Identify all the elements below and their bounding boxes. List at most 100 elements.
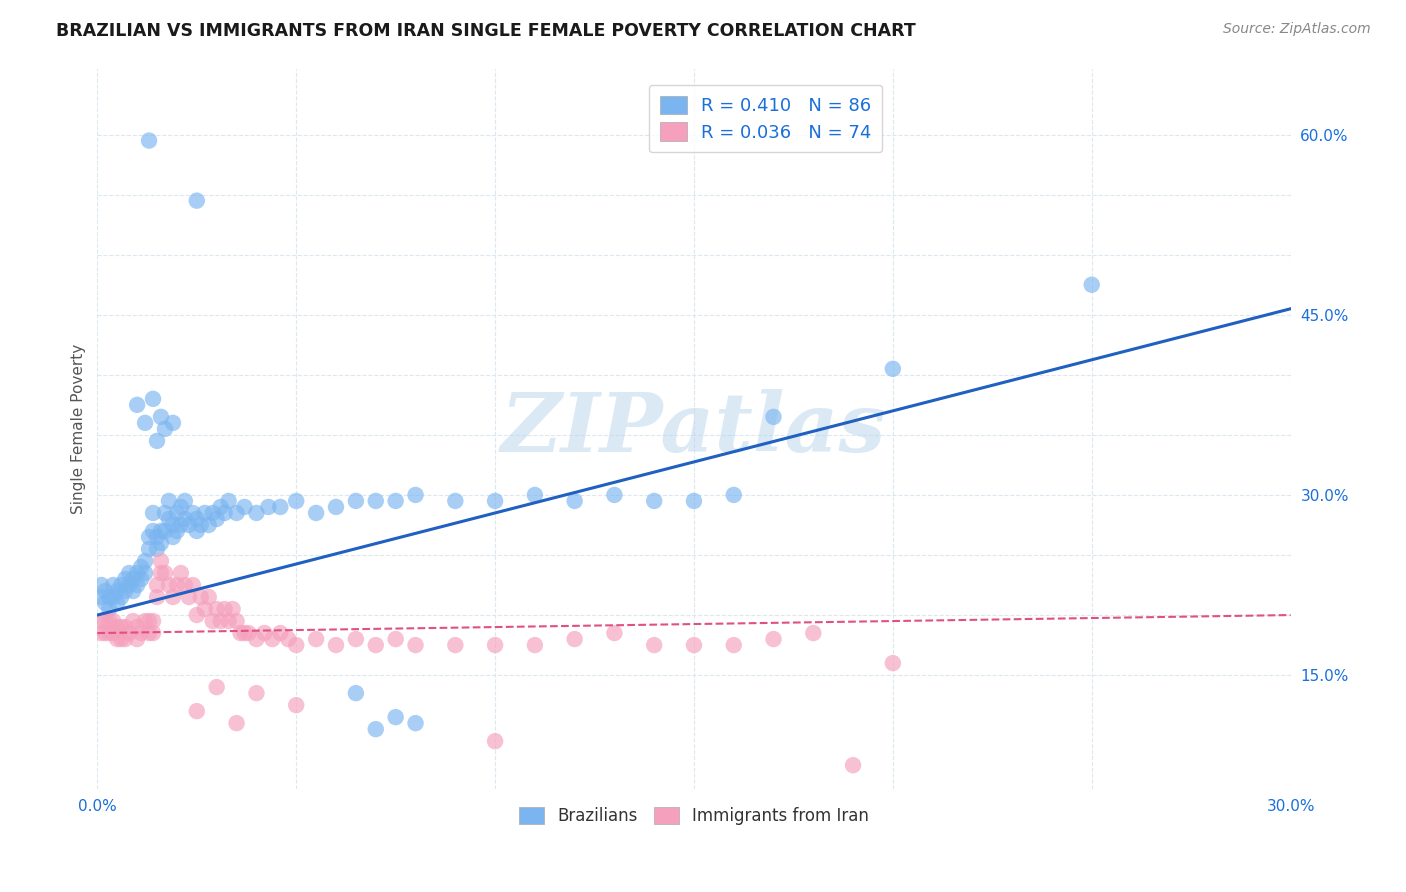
Point	[122, 572, 145, 586]
Point	[214, 602, 236, 616]
Point	[882, 656, 904, 670]
Point	[484, 734, 506, 748]
Point	[484, 638, 506, 652]
Point	[150, 536, 173, 550]
Point	[190, 518, 212, 533]
Point	[114, 632, 136, 646]
Point	[364, 722, 387, 736]
Point	[162, 416, 184, 430]
Point	[129, 572, 152, 586]
Point	[105, 584, 128, 599]
Point	[238, 626, 260, 640]
Point	[209, 500, 232, 514]
Point	[134, 614, 156, 628]
Point	[269, 500, 291, 514]
Point	[103, 590, 125, 604]
Point	[344, 686, 367, 700]
Point	[344, 494, 367, 508]
Legend: Brazilians, Immigrants from Iran: Brazilians, Immigrants from Iran	[509, 797, 879, 835]
Point	[186, 608, 208, 623]
Point	[127, 398, 149, 412]
Point	[225, 506, 247, 520]
Point	[723, 488, 745, 502]
Point	[150, 409, 173, 424]
Point	[114, 572, 136, 586]
Point	[305, 506, 328, 520]
Point	[142, 392, 165, 406]
Point	[98, 614, 121, 628]
Point	[94, 596, 117, 610]
Point	[643, 638, 665, 652]
Point	[233, 626, 256, 640]
Point	[170, 500, 193, 514]
Point	[683, 494, 706, 508]
Point	[94, 584, 117, 599]
Point	[564, 632, 586, 646]
Point	[114, 584, 136, 599]
Point	[105, 632, 128, 646]
Point	[110, 632, 132, 646]
Point	[142, 506, 165, 520]
Point	[209, 614, 232, 628]
Point	[173, 512, 195, 526]
Point	[233, 500, 256, 514]
Point	[105, 620, 128, 634]
Point	[285, 698, 308, 713]
Point	[384, 494, 406, 508]
Point	[162, 518, 184, 533]
Point	[564, 494, 586, 508]
Point	[285, 638, 308, 652]
Point	[166, 524, 188, 538]
Point	[603, 488, 626, 502]
Point	[150, 554, 173, 568]
Point	[197, 518, 219, 533]
Point	[110, 590, 132, 604]
Point	[103, 578, 125, 592]
Point	[127, 578, 149, 592]
Point	[190, 590, 212, 604]
Point	[162, 530, 184, 544]
Point	[177, 590, 200, 604]
Point	[384, 632, 406, 646]
Point	[110, 620, 132, 634]
Point	[405, 488, 427, 502]
Point	[166, 506, 188, 520]
Point	[484, 494, 506, 508]
Point	[94, 614, 117, 628]
Point	[205, 602, 228, 616]
Point	[157, 512, 180, 526]
Point	[186, 524, 208, 538]
Point	[166, 578, 188, 592]
Point	[157, 494, 180, 508]
Point	[173, 578, 195, 592]
Text: Source: ZipAtlas.com: Source: ZipAtlas.com	[1223, 22, 1371, 37]
Y-axis label: Single Female Poverty: Single Female Poverty	[72, 343, 86, 514]
Point	[122, 584, 145, 599]
Text: BRAZILIAN VS IMMIGRANTS FROM IRAN SINGLE FEMALE POVERTY CORRELATION CHART: BRAZILIAN VS IMMIGRANTS FROM IRAN SINGLE…	[56, 22, 915, 40]
Point	[98, 626, 121, 640]
Point	[129, 560, 152, 574]
Point	[118, 626, 141, 640]
Point	[181, 578, 204, 592]
Point	[150, 524, 173, 538]
Point	[384, 710, 406, 724]
Point	[110, 578, 132, 592]
Point	[153, 524, 176, 538]
Point	[90, 626, 112, 640]
Point	[134, 554, 156, 568]
Point	[90, 614, 112, 628]
Point	[142, 524, 165, 538]
Point	[170, 566, 193, 580]
Point	[194, 602, 217, 616]
Point	[138, 541, 160, 556]
Point	[201, 614, 224, 628]
Point	[405, 638, 427, 652]
Point	[344, 632, 367, 646]
Point	[90, 578, 112, 592]
Point	[405, 716, 427, 731]
Point	[277, 632, 299, 646]
Point	[683, 638, 706, 652]
Point	[170, 518, 193, 533]
Point	[138, 530, 160, 544]
Point	[723, 638, 745, 652]
